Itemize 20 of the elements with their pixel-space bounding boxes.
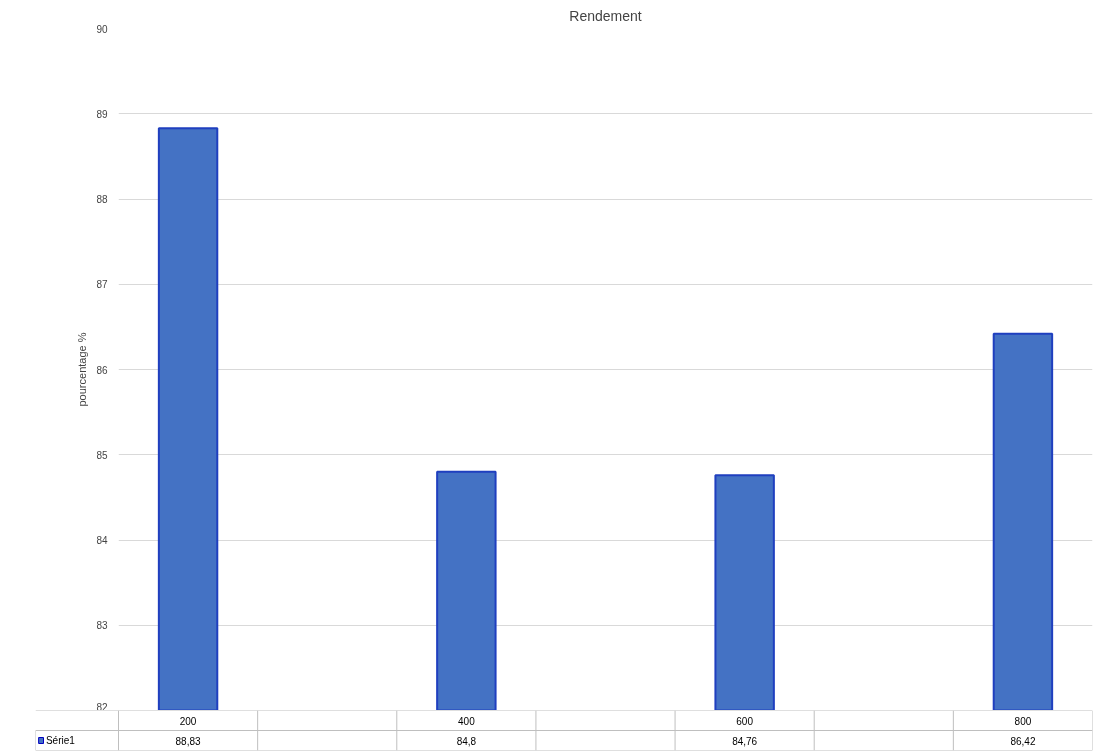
legend-label: Série1 <box>45 735 76 746</box>
y-tick-label: 84 <box>96 535 108 546</box>
y-tick-label: 86 <box>96 364 108 376</box>
data-label: 84,76 <box>732 735 758 747</box>
y-tick-label: 88 <box>96 194 108 205</box>
x-tick-label: 800 <box>1014 715 1032 727</box>
data-label: 84,8 <box>456 735 477 747</box>
y-tick-label: 83 <box>96 620 108 632</box>
y-tick-label: 87 <box>96 279 108 291</box>
y-tick-label: 82 <box>96 701 108 713</box>
x-tick-label: 200 <box>179 715 197 727</box>
y-tick-label: 85 <box>96 449 108 461</box>
data-label: 86,42 <box>1010 735 1036 747</box>
x-tick-label: 400 <box>458 715 476 727</box>
data-label: 88,83 <box>175 735 202 747</box>
x-tick-label: 600 <box>736 715 754 727</box>
y-tick-label: 90 <box>96 23 108 35</box>
y-tick-label: 89 <box>96 108 108 120</box>
y-axis-title: pourcentage % <box>76 332 89 407</box>
chart-title: Rendement <box>569 7 642 24</box>
